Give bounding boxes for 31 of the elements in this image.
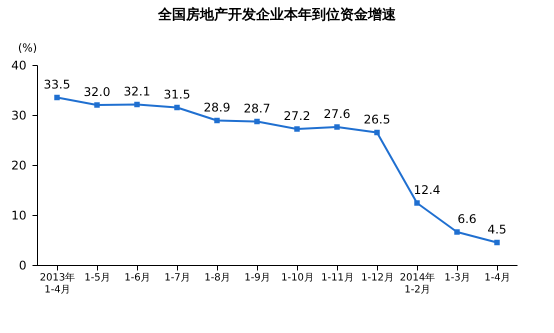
data-label: 32.0 [84, 85, 110, 99]
x-tick-label: 1-6月 [124, 272, 151, 284]
x-tick-label: 1-8月 [204, 272, 231, 284]
x-tick-label: 2013年 1-4月 [40, 272, 76, 296]
data-label: 27.2 [284, 109, 310, 123]
data-label: 33.5 [44, 78, 70, 92]
x-tick-label: 1-10月 [281, 272, 314, 284]
x-tick-label: 1-7月 [164, 272, 191, 284]
y-tick-label: 30 [11, 108, 26, 122]
y-tick-label: 40 [11, 58, 26, 72]
x-tick-label: 1-12月 [361, 272, 394, 284]
chart-title: 全国房地产开发企业本年到位资金增速 [157, 6, 397, 23]
data-label: 32.1 [124, 84, 150, 98]
y-axis-title: (%) [18, 42, 38, 54]
data-label: 12.4 [414, 183, 440, 197]
data-label: 31.5 [164, 88, 190, 102]
data-label: 27.6 [324, 107, 350, 121]
data-label: 4.5 [487, 222, 507, 236]
data-label: 6.6 [457, 212, 477, 226]
x-tick-label: 2014年 1-2月 [400, 272, 436, 296]
data-label: 26.5 [364, 112, 390, 126]
data-label: 28.7 [244, 102, 270, 116]
x-tick-label: 1-9月 [244, 272, 271, 284]
x-tick-label: 1-3月 [444, 272, 471, 284]
y-tick-label: 0 [18, 258, 26, 272]
x-tick-label: 1-4月 [484, 272, 511, 284]
y-tick-label: 10 [11, 208, 26, 222]
x-tick-label: 1-11月 [321, 272, 354, 284]
x-tick-label: 1-5月 [84, 272, 111, 284]
data-label: 28.9 [204, 100, 230, 114]
y-tick-label: 20 [11, 158, 26, 172]
